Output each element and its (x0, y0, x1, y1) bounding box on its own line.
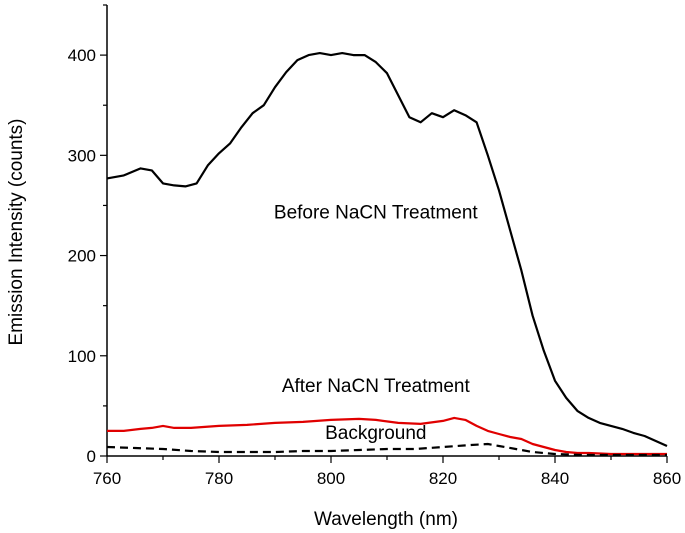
series-line-after-nacn-treatment (107, 416, 667, 456)
annotation-label: After NaCN Treatment (282, 376, 471, 397)
y-axis-title: Emission Intensity (counts) (6, 118, 27, 345)
series-layer (106, 51, 668, 457)
y-tick-label: 100 (68, 347, 96, 366)
x-tick-label: 860 (653, 469, 681, 488)
axes: 760 780 800 820 840 860 0 100 200 300 400 (68, 4, 681, 488)
y-tick-label: 200 (68, 247, 96, 266)
y-tick-label: 400 (68, 46, 96, 65)
annotations: Before NaCN Treatment After NaCN Treatmen… (274, 202, 479, 443)
x-tick-label: 760 (93, 469, 121, 488)
y-tick-label: 300 (68, 146, 96, 165)
x-tick-label: 780 (205, 469, 233, 488)
series-line-before-nacn-treatment (106, 51, 668, 448)
x-axis-title: Wavelength (nm) (314, 509, 458, 530)
x-tick-label: 800 (317, 469, 345, 488)
x-tick-label: 820 (429, 469, 457, 488)
series-line-background (106, 442, 667, 457)
annotation-label: Background (325, 423, 426, 444)
x-tick-label: 840 (541, 469, 569, 488)
y-tick-label: 0 (87, 447, 96, 466)
annotation-label: Before NaCN Treatment (274, 202, 479, 223)
